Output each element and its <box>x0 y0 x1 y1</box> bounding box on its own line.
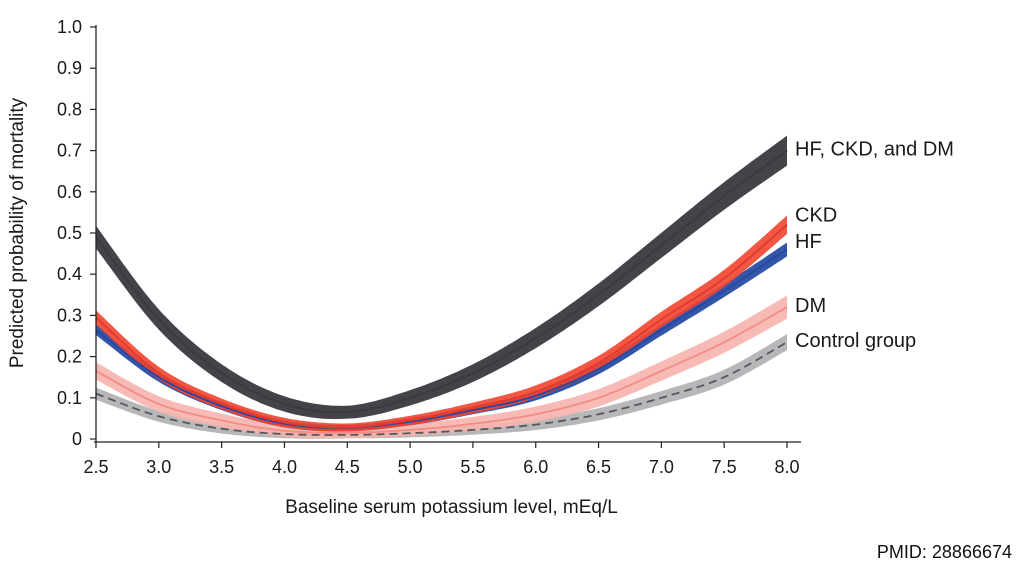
y-tick-label: 0 <box>72 429 82 449</box>
line-hf <box>95 248 788 429</box>
y-tick-label: 0.4 <box>57 264 82 284</box>
band-ckd <box>96 215 787 432</box>
y-tick-label: 0.8 <box>57 99 82 119</box>
x-axis-title: Baseline serum potassium level, mEq/L <box>285 497 618 518</box>
x-tick-label: 4.5 <box>335 457 360 477</box>
confidence-bands <box>96 135 787 439</box>
x-tick-label: 3.0 <box>146 457 171 477</box>
line-dm <box>95 306 788 434</box>
x-tick-label: 5.5 <box>460 457 485 477</box>
series-label-control-group: Control group <box>795 330 916 352</box>
x-tick-label: 3.5 <box>209 457 234 477</box>
x-tick-label: 4.0 <box>272 457 297 477</box>
y-tick-label: 0.7 <box>57 141 82 161</box>
line-control-group <box>95 341 788 436</box>
footer-note: PMID: 28866674 <box>876 542 1012 562</box>
band-control-group <box>96 334 787 439</box>
x-tick-label: 6.0 <box>523 457 548 477</box>
x-tick-label: 8.0 <box>774 457 799 477</box>
series-lines <box>95 149 788 436</box>
y-tick-label: 0.1 <box>57 388 82 408</box>
series-label-ckd: CKD <box>795 204 837 226</box>
line-hf-ckd-and-dm <box>95 149 788 414</box>
series-label-dm: DM <box>795 295 826 317</box>
x-tick-label: 7.5 <box>712 457 737 477</box>
series-label-hf: HF <box>795 231 822 253</box>
y-tick-label: 0.5 <box>57 223 82 243</box>
x-tick-label: 2.5 <box>83 457 108 477</box>
x-tick-label: 6.5 <box>586 457 611 477</box>
x-axis-ticks: 2.5 3.0 3.5 4.0 4.5 5.0 5.5 6.0 6.5 7.0 7.5 8.0 <box>83 442 800 477</box>
y-tick-label: 0.6 <box>57 182 82 202</box>
y-axis-title: Predicted probability of mortality <box>7 97 28 368</box>
series-label-hf-ckd-and-dm: HF, CKD, and DM <box>795 139 954 161</box>
x-tick-label: 5.0 <box>398 457 423 477</box>
y-tick-label: 0.9 <box>57 58 82 78</box>
y-tick-label: 0.2 <box>57 347 82 367</box>
x-tick-label: 7.0 <box>649 457 674 477</box>
band-hf <box>96 242 787 431</box>
y-axis-ticks: 0 0.1 0.2 0.3 0.4 0.5 0.6 0.7 0.8 0.9 1.0 <box>57 17 96 449</box>
line-ckd <box>95 224 788 429</box>
y-tick-label: 0.3 <box>57 305 82 325</box>
series-labels: HF, CKD, and DM CKD HF DM Control group <box>795 139 954 353</box>
band-hf-ckd-and-dm <box>96 135 787 420</box>
y-tick-label: 1.0 <box>57 17 82 37</box>
axes: 0 0.1 0.2 0.3 0.4 0.5 0.6 0.7 0.8 0.9 1.0 2.5 3.0 3.… <box>57 17 801 477</box>
